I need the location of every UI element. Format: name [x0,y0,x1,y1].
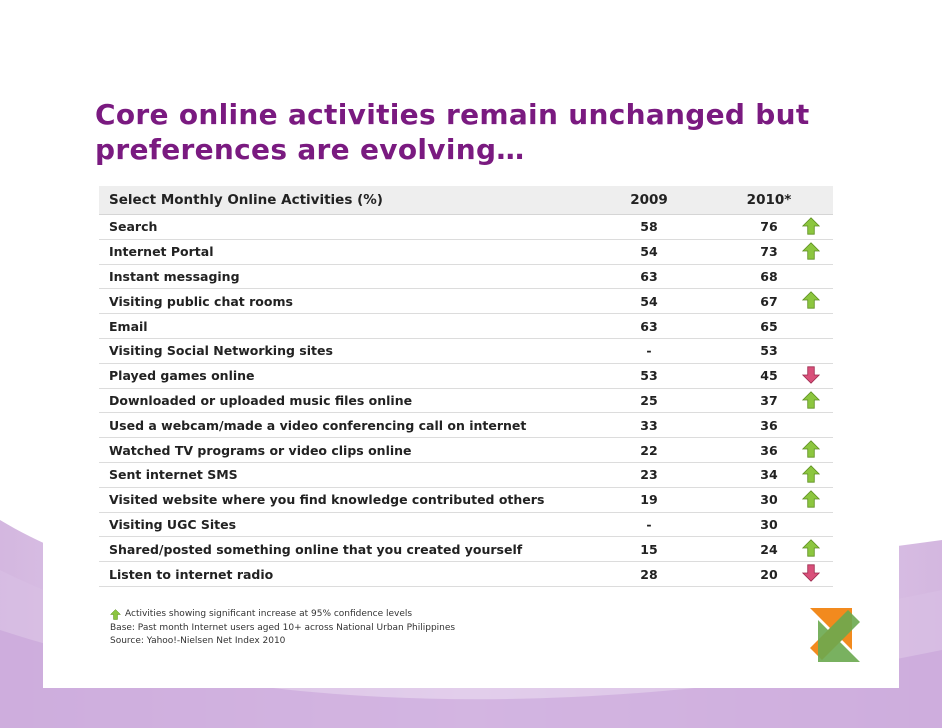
table-row: Shared/posted something online that you … [99,537,833,563]
value-2009: 63 [640,318,658,334]
arrow-up-icon [110,609,121,620]
value-2009: 22 [640,442,658,458]
table-header-row: Select Monthly Online Activities (%) 200… [99,186,833,215]
value-2009: 54 [640,293,658,309]
activity-label: Shared/posted something online that you … [109,541,523,557]
value-2009: 28 [640,566,658,582]
value-2010: 53 [760,343,778,359]
table-row: Visiting UGC Sites - 30 [99,513,833,538]
brand-arrows-logo-icon [810,608,860,662]
value-2010: 20 [760,566,778,582]
table-row: Downloaded or uploaded music files onlin… [99,389,833,414]
table-row: Email 63 65 [99,314,833,339]
value-2009: 19 [640,492,658,508]
activity-label: Search [109,219,158,235]
value-2009: 53 [640,368,658,384]
activity-label: Sent internet SMS [109,467,238,483]
value-2009: 58 [640,219,658,235]
arrow-up-icon [800,463,822,485]
value-2010: 65 [760,318,778,334]
table-row: Search 58 76 [99,215,833,240]
slide-panel [43,60,899,688]
value-2009: 15 [640,541,658,557]
value-2010: 30 [760,492,778,508]
value-2009: 63 [640,268,658,284]
table-body: Search 58 76 Internet Portal 54 73 Instant mes… [99,215,833,587]
title-line-2: preferences are evolving… [95,133,525,166]
value-2010: 24 [760,541,778,557]
legend: Activities showing significant increase … [110,608,455,622]
value-2010: 34 [760,467,778,483]
table-row: Watched TV programs or video clips onlin… [99,438,833,463]
value-2009: 23 [640,467,658,483]
table-row: Internet Portal 54 73 [99,240,833,265]
header-2010: 2010* [746,192,792,208]
activity-label: Internet Portal [109,244,214,260]
value-2010: 45 [760,368,778,384]
arrow-up-icon [800,289,822,311]
activity-label: Played games online [109,368,255,384]
activity-label: Email [109,318,148,334]
activities-table: Select Monthly Online Activities (%) 200… [99,186,833,587]
table-row: Used a webcam/made a video conferencing … [99,413,833,439]
header-activity: Select Monthly Online Activities (%) [109,192,383,208]
table-row: Visiting Social Networking sites - 53 [99,339,833,364]
activity-label: Visiting UGC Sites [109,516,237,532]
table-row: Listen to internet radio 28 20 [99,562,833,587]
value-2009: - [646,343,652,359]
header-2009: 2009 [630,192,668,208]
value-2010: 68 [760,268,778,284]
value-2010: 36 [760,442,778,458]
arrow-up-icon [800,240,822,262]
arrow-up-icon [800,537,822,559]
arrow-down-icon [800,364,822,386]
table-row: Visiting public chat rooms 54 67 [99,289,833,315]
base-note: Base: Past month Internet users aged 10+… [110,622,456,633]
activity-label: Visited website where you find knowledge… [109,492,545,508]
source-note: Source: Yahoo!-Nielsen Net Index 2010 [110,636,286,646]
footnotes: Activities showing significant increase … [110,608,455,649]
table-row: Sent internet SMS 23 34 [99,463,833,488]
value-2009: 54 [640,244,658,260]
value-2010: 36 [760,417,778,433]
activity-label: Downloaded or uploaded music files onlin… [109,392,413,408]
arrow-up-icon [800,438,822,460]
value-2009: - [646,516,652,532]
value-2010: 37 [760,392,778,408]
value-2010: 76 [760,219,778,235]
title-line-1: Core online activities remain unchanged … [95,98,810,131]
legend-text: Activities showing significant increase … [125,609,413,619]
activity-label: Watched TV programs or video clips onlin… [109,442,412,458]
activity-label: Visiting public chat rooms [109,293,293,309]
value-2009: 25 [640,392,658,408]
arrow-down-icon [800,562,822,584]
activity-label: Visiting Social Networking sites [109,343,333,359]
table-row: Visited website where you find knowledge… [99,488,833,513]
activity-label: Used a webcam/made a video conferencing … [109,417,527,433]
table-row: Instant messaging 63 68 [99,265,833,290]
slide-title: Core online activities remain unchanged … [95,97,815,167]
value-2010: 30 [760,516,778,532]
table-row: Played games online 53 45 [99,364,833,389]
activity-label: Instant messaging [109,268,240,284]
arrow-up-icon [800,215,822,237]
value-2010: 73 [760,244,778,260]
arrow-up-icon [800,488,822,510]
value-2009: 33 [640,417,658,433]
activity-label: Listen to internet radio [109,566,274,582]
arrow-up-icon [800,389,822,411]
value-2010: 67 [760,293,778,309]
